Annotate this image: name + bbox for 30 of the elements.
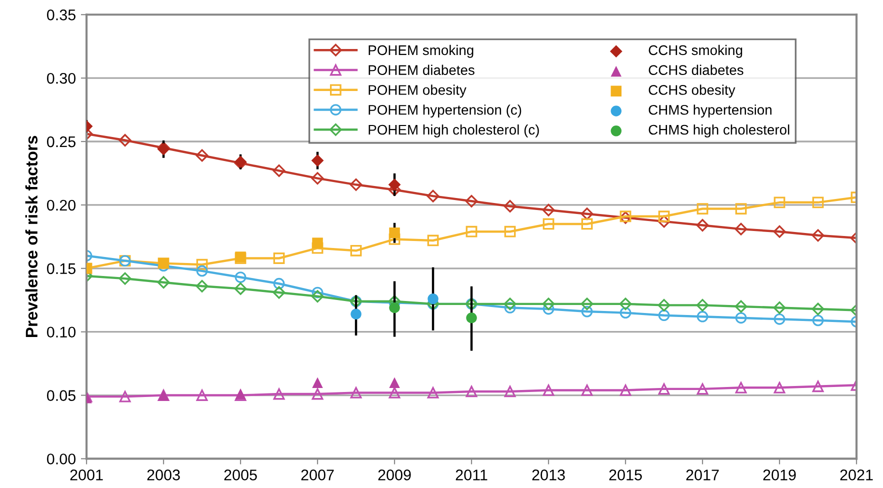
x-tick-label: 2009 [378, 470, 411, 480]
legend-label: CCHS obesity [648, 84, 736, 98]
y-tick-label: 0.15 [46, 263, 76, 274]
y-tick-label: 0.20 [46, 200, 76, 211]
x-tick-label: 2001 [70, 470, 103, 480]
x-tick-label: 2003 [147, 470, 180, 480]
y-tick-label: 0.35 [46, 10, 76, 20]
legend-label: POHEM hypertension (c) [368, 104, 522, 118]
x-tick-label: 2017 [686, 470, 719, 480]
legend-label: POHEM obesity [368, 84, 466, 98]
y-tick-label: 0.30 [46, 72, 76, 84]
y-tick-label: 0.00 [46, 454, 76, 464]
legend-label: POHEM diabetes [368, 64, 474, 75]
y-axis-title: Prevalence of risk factors [25, 136, 38, 337]
x-tick-label: 2019 [763, 470, 796, 480]
x-tick-label: 2021 [840, 470, 873, 480]
y-tick-label: 0.10 [46, 326, 76, 338]
x-tick-label: 2005 [224, 470, 257, 480]
legend-label: CHMS hypertension [648, 104, 772, 118]
y-tick-label: 0.25 [46, 136, 76, 148]
x-tick-label: 2013 [532, 470, 565, 480]
legend-label: CCHS smoking [648, 44, 742, 58]
x-tick-label: 2011 [456, 470, 488, 480]
legend-label: POHEM high cholesterol (c) [368, 124, 539, 138]
y-tick-label: 0.05 [46, 390, 76, 401]
legend-label: CCHS diabetes [648, 64, 744, 75]
legend-label: CHMS high cholesterol [648, 124, 790, 138]
x-tick-label: 2007 [301, 470, 334, 480]
x-tick-label: 2015 [609, 470, 642, 480]
legend-label: POHEM smoking [368, 44, 474, 58]
